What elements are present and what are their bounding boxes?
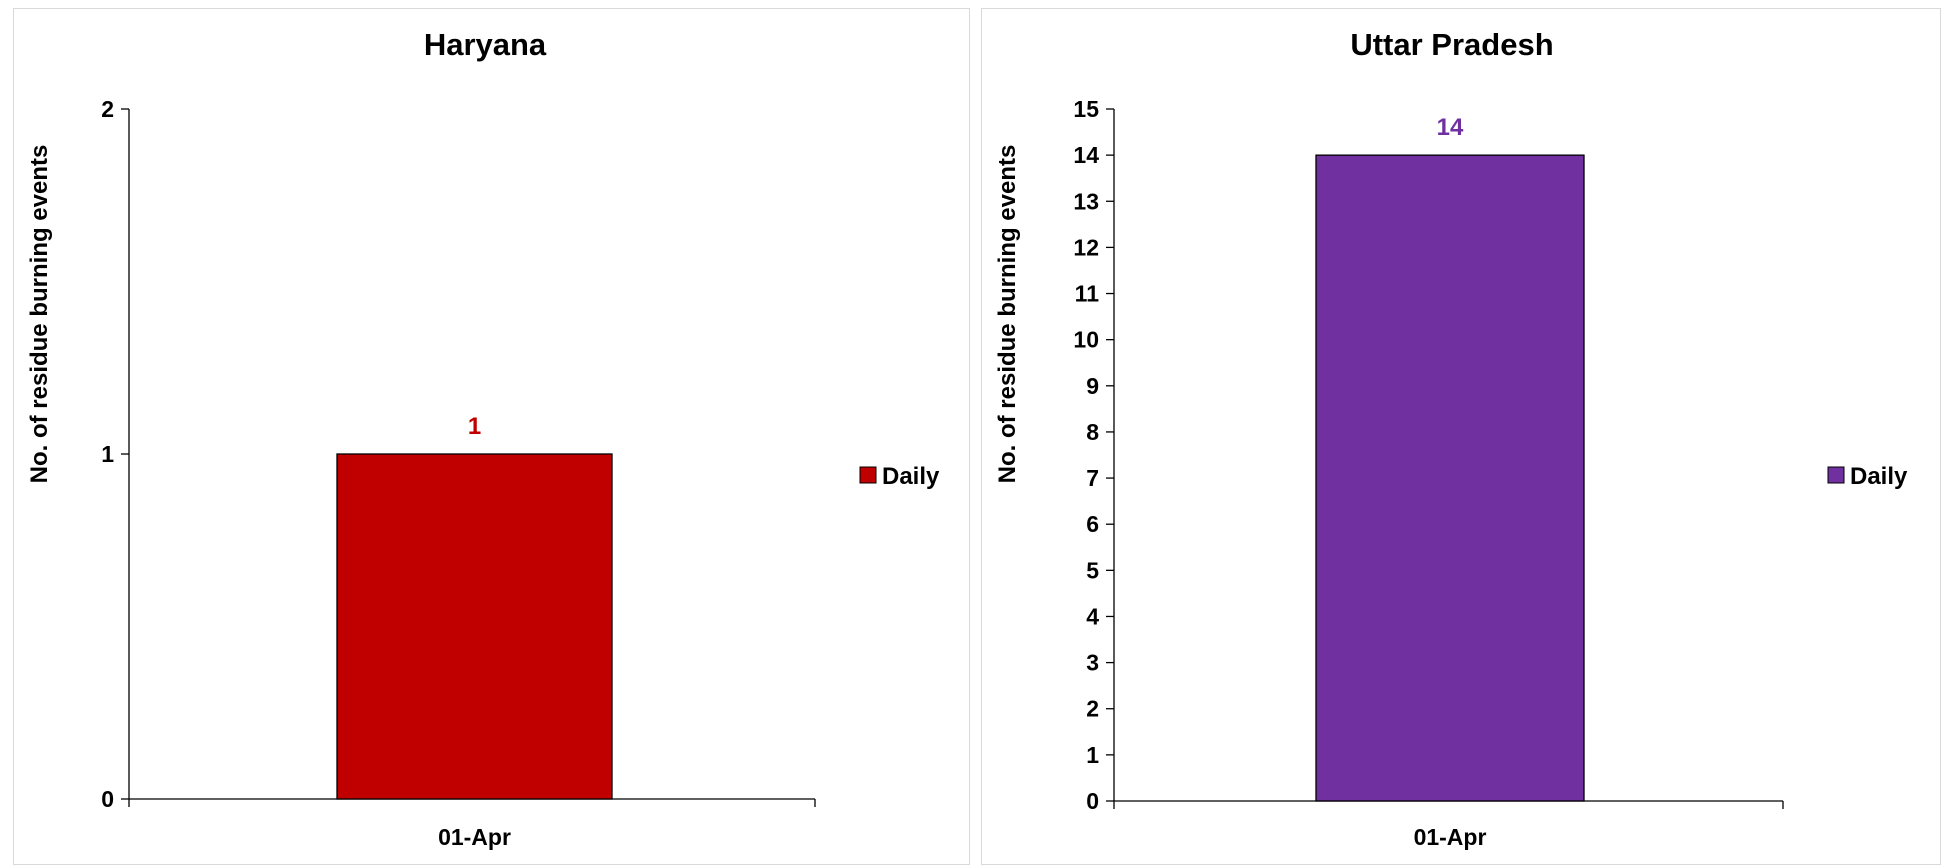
y-tick-label: 2 <box>101 96 114 122</box>
y-axis-label: No. of residue burning events <box>994 145 1021 484</box>
chart-title: Uttar Pradesh <box>1350 27 1553 62</box>
x-tick-label: 01-Apr <box>438 824 511 850</box>
chart-panel-haryana: Haryana No. of residue burning events 0 1 2 1… <box>13 8 970 865</box>
y-tick-label: 7 <box>1086 465 1099 491</box>
chart-panel-uttar-pradesh: Uttar Pradesh No. of residue burning even… <box>981 8 1941 865</box>
y-tick-label: 5 <box>1086 557 1099 583</box>
x-tick-label: 01-Apr <box>1414 824 1487 850</box>
chart-uttar-pradesh: Uttar Pradesh No. of residue burning even… <box>994 27 1908 850</box>
y-axis-label: No. of residue burning events <box>26 145 53 484</box>
y-tick-label: 15 <box>1073 96 1099 122</box>
y-tick-label: 2 <box>1086 696 1099 722</box>
chart-haryana: Haryana No. of residue burning events 0 1 2 1… <box>26 27 940 850</box>
y-tick-label: 14 <box>1073 142 1099 168</box>
y-tick-label: 12 <box>1073 234 1099 260</box>
y-tick-label: 0 <box>1086 788 1099 814</box>
legend-swatch <box>1827 466 1845 484</box>
y-tick-label: 8 <box>1086 419 1099 445</box>
y-tick-label: 6 <box>1086 511 1099 537</box>
legend-swatch <box>859 466 877 484</box>
y-tick-label: 1 <box>1086 742 1099 768</box>
y-tick-label: 9 <box>1086 373 1099 399</box>
bar <box>336 453 613 800</box>
y-tick-label: 1 <box>101 441 114 467</box>
y-tick-label: 11 <box>1075 281 1100 307</box>
y-tick-label: 4 <box>1086 603 1099 629</box>
data-label: 1 <box>468 413 481 440</box>
chart-title: Haryana <box>424 27 547 62</box>
y-tick-label: 0 <box>101 786 114 812</box>
y-tick-label: 3 <box>1086 650 1099 676</box>
legend-label: Daily <box>1850 463 1908 490</box>
y-tick-label: 10 <box>1073 327 1099 353</box>
legend-label: Daily <box>882 463 940 490</box>
data-label: 14 <box>1437 114 1464 141</box>
bar <box>1315 154 1585 802</box>
y-tick-label: 13 <box>1073 188 1099 214</box>
